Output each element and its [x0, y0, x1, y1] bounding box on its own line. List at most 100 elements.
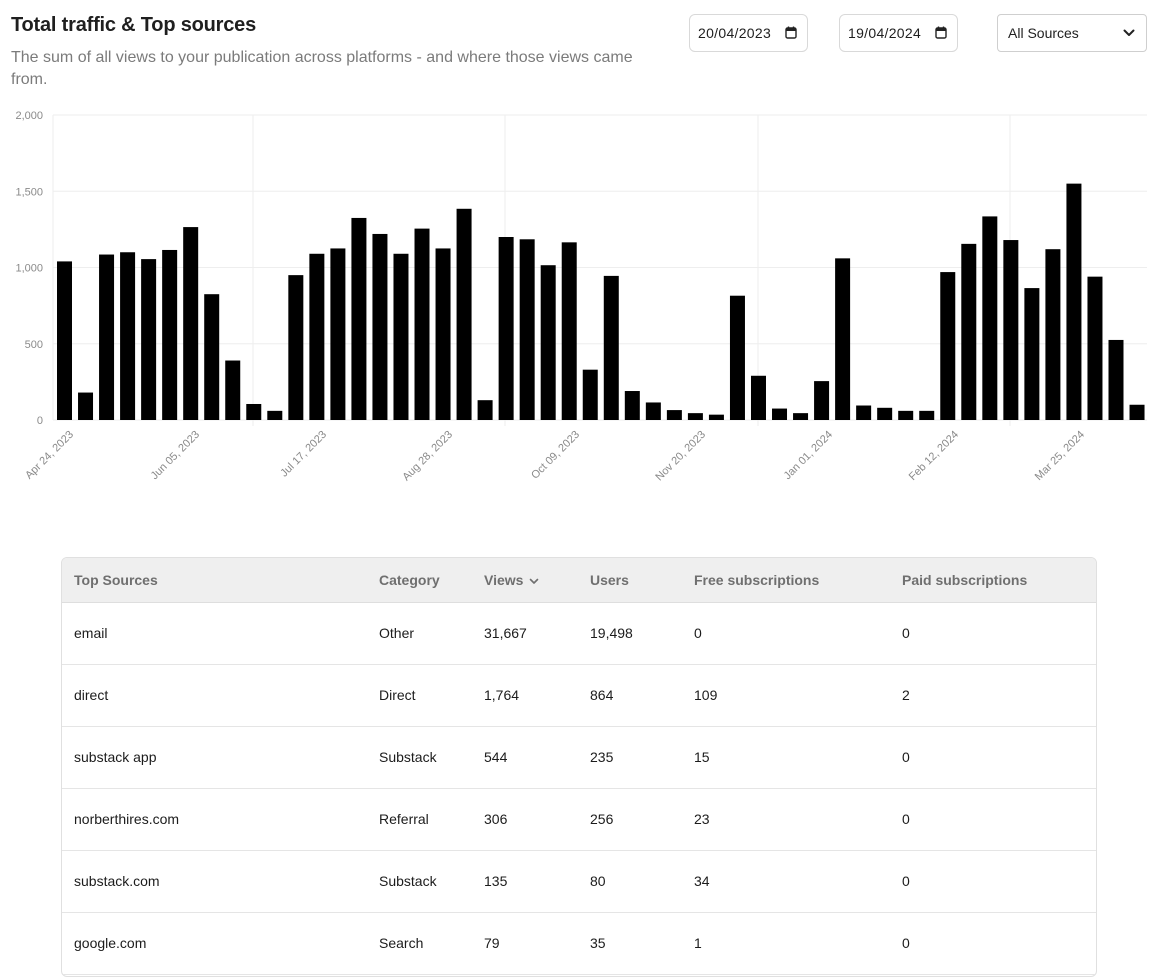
- bar[interactable]: [1129, 404, 1145, 420]
- bar[interactable]: [309, 253, 325, 420]
- end-date-value: 19/04/2024: [848, 25, 922, 41]
- bar[interactable]: [772, 408, 788, 420]
- end-date-input[interactable]: 19/04/2024: [839, 14, 958, 52]
- bar[interactable]: [898, 410, 914, 420]
- table-row[interactable]: norberthires.com Referral 306 256 23 0: [62, 788, 1096, 851]
- users-cell: 864: [578, 664, 682, 727]
- column-header-category[interactable]: Category: [367, 558, 472, 603]
- bar[interactable]: [1066, 183, 1082, 421]
- column-header-views[interactable]: Views: [472, 558, 578, 603]
- bar[interactable]: [940, 272, 956, 420]
- start-date-input[interactable]: 20/04/2023: [689, 14, 808, 52]
- x-tick-label: Mar 25, 2024: [1033, 429, 1087, 483]
- bar[interactable]: [919, 410, 935, 420]
- bar[interactable]: [162, 249, 178, 420]
- free-subscriptions-cell: 109: [682, 664, 890, 727]
- bar[interactable]: [750, 375, 766, 420]
- source-select[interactable]: All Sources: [997, 14, 1147, 52]
- bar[interactable]: [856, 405, 872, 420]
- source-cell: substack.com: [62, 850, 367, 913]
- y-axis: 0 500 1,000 1,500 2,000: [15, 110, 43, 427]
- category-cell: Search: [367, 912, 472, 975]
- bar[interactable]: [204, 294, 220, 420]
- traffic-bar-chart: 0 500 1,000 1,500 2,000 Apr 24, 2023 Jun 05, …: [15, 110, 1147, 484]
- bar[interactable]: [814, 381, 830, 420]
- bar[interactable]: [99, 254, 115, 420]
- bar[interactable]: [141, 259, 157, 420]
- source-cell: norberthires.com: [62, 788, 367, 851]
- views-cell: 135: [472, 850, 578, 913]
- y-tick-label: 2,000: [15, 110, 43, 122]
- x-tick-label: Jan 01, 2024: [782, 429, 835, 482]
- x-tick-label: Oct 09, 2023: [529, 429, 582, 482]
- free-subscriptions-cell: 15: [682, 726, 890, 789]
- bar[interactable]: [519, 239, 535, 420]
- column-header-free-subscriptions[interactable]: Free subscriptions: [682, 558, 890, 603]
- bar[interactable]: [666, 410, 682, 420]
- start-date-value: 20/04/2023: [698, 25, 772, 41]
- bar[interactable]: [961, 243, 977, 420]
- users-cell: 235: [578, 726, 682, 789]
- bar[interactable]: [1087, 276, 1103, 420]
- source-cell: direct: [62, 664, 367, 727]
- bar[interactable]: [1108, 339, 1124, 420]
- table-row[interactable]: substack app Substack 544 235 15 0: [62, 726, 1096, 789]
- bar[interactable]: [1003, 240, 1019, 420]
- bar[interactable]: [267, 410, 283, 420]
- chart-header: Total traffic & Top sources The sum of a…: [11, 14, 651, 91]
- views-cell: 1,764: [472, 664, 578, 727]
- bar[interactable]: [225, 360, 241, 420]
- bar[interactable]: [624, 391, 640, 420]
- bar[interactable]: [540, 265, 556, 420]
- bar[interactable]: [414, 228, 430, 420]
- calendar-icon[interactable]: [785, 26, 797, 39]
- bar[interactable]: [435, 248, 451, 420]
- column-header-paid-subscriptions[interactable]: Paid subscriptions: [890, 558, 1096, 603]
- bar[interactable]: [877, 407, 893, 420]
- table-row[interactable]: substack.com Substack 135 80 34 0: [62, 850, 1096, 913]
- bar[interactable]: [57, 261, 72, 420]
- category-cell: Other: [367, 602, 472, 665]
- column-header-users[interactable]: Users: [578, 558, 682, 603]
- bar[interactable]: [729, 295, 745, 420]
- column-header-top-sources[interactable]: Top Sources: [62, 558, 367, 603]
- bar[interactable]: [561, 242, 577, 420]
- table-row[interactable]: email Other 31,667 19,498 0 0: [62, 602, 1096, 665]
- source-cell: email: [62, 602, 367, 665]
- bar[interactable]: [288, 275, 304, 421]
- calendar-icon[interactable]: [935, 26, 947, 39]
- bar[interactable]: [1045, 249, 1061, 420]
- bar[interactable]: [793, 413, 809, 420]
- bar[interactable]: [78, 392, 94, 420]
- top-sources-table: Top Sources Category Views Users Free su…: [61, 557, 1097, 977]
- bar[interactable]: [330, 248, 346, 420]
- bar[interactable]: [351, 217, 367, 420]
- bar[interactable]: [456, 208, 472, 420]
- y-tick-label: 1,000: [15, 263, 43, 275]
- x-tick-label: Jun 05, 2023: [149, 429, 202, 482]
- bar[interactable]: [582, 369, 598, 420]
- sort-down-icon[interactable]: [529, 578, 539, 585]
- bar[interactable]: [1024, 288, 1040, 420]
- bar[interactable]: [603, 275, 619, 420]
- bar[interactable]: [982, 216, 998, 420]
- table-row[interactable]: direct Direct 1,764 864 109 2: [62, 664, 1096, 727]
- bar[interactable]: [183, 227, 199, 420]
- paid-subscriptions-cell: 0: [890, 850, 1096, 913]
- category-cell: Substack: [367, 726, 472, 789]
- source-cell: substack app: [62, 726, 367, 789]
- bar[interactable]: [687, 413, 703, 420]
- bar[interactable]: [835, 258, 851, 420]
- bar[interactable]: [708, 414, 724, 420]
- bar[interactable]: [645, 402, 661, 420]
- chevron-down-icon: [1123, 29, 1135, 36]
- x-tick-label: Aug 28, 2023: [400, 429, 455, 484]
- x-tick-label: Nov 20, 2023: [653, 429, 708, 484]
- table-row[interactable]: google.com Search 79 35 1 0: [62, 912, 1096, 975]
- bar[interactable]: [477, 400, 493, 420]
- bar[interactable]: [120, 252, 136, 420]
- bar[interactable]: [246, 403, 262, 420]
- bar[interactable]: [372, 233, 388, 420]
- bar[interactable]: [498, 237, 514, 420]
- bar[interactable]: [393, 253, 409, 420]
